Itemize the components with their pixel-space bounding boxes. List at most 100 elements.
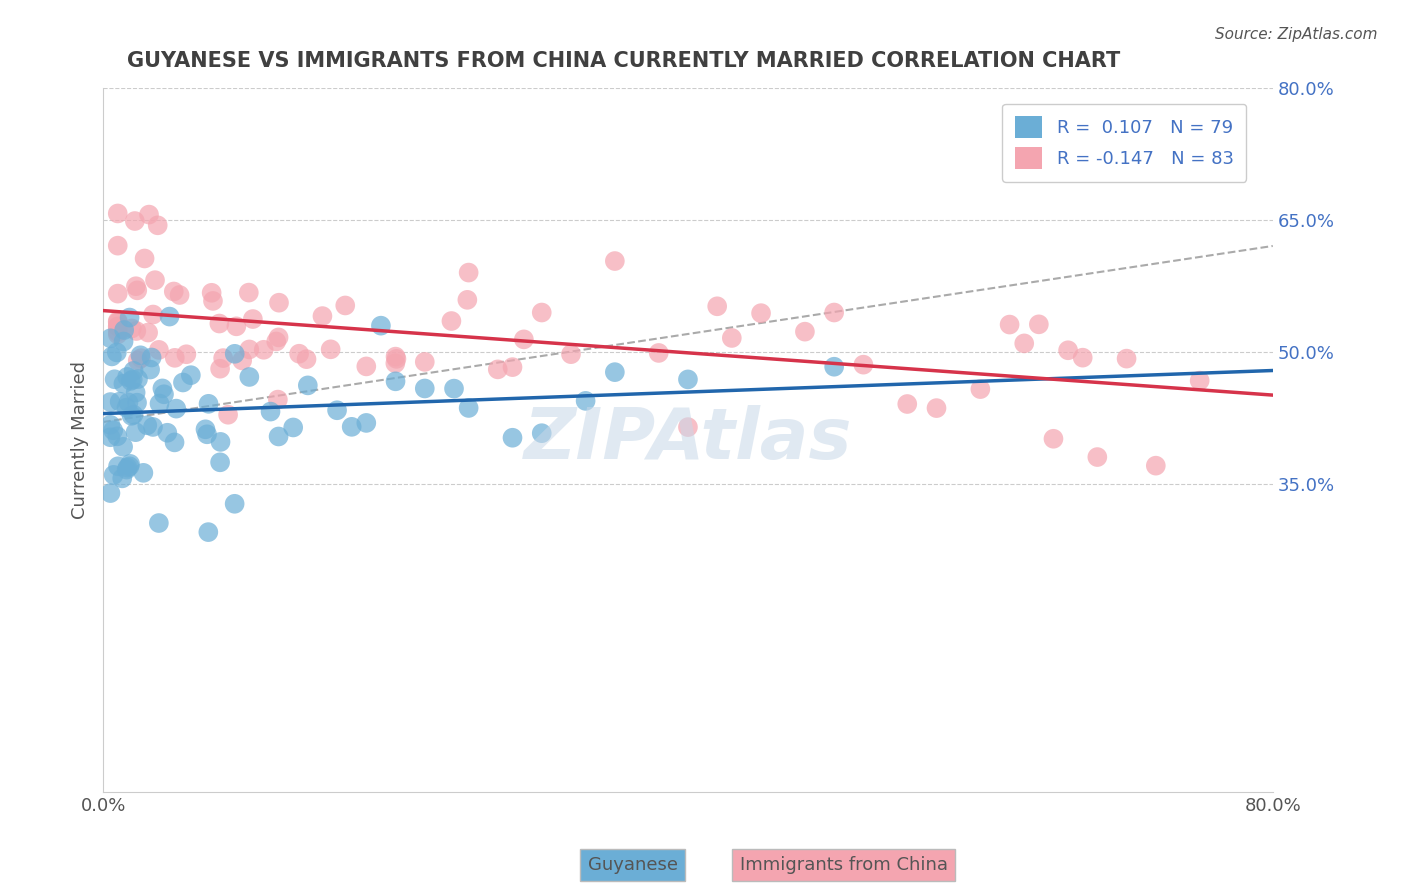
Guyanese bbox=[194, 422, 217, 436]
Immigrants from China bbox=[267, 392, 290, 407]
Immigrants from China bbox=[749, 306, 772, 320]
Immigrants from China bbox=[486, 362, 509, 376]
Immigrants from China bbox=[969, 382, 991, 396]
Guyanese bbox=[148, 396, 170, 410]
Immigrants from China bbox=[385, 351, 408, 366]
Guyanese bbox=[100, 486, 122, 500]
Guyanese bbox=[105, 429, 128, 443]
Immigrants from China bbox=[852, 358, 875, 372]
Immigrants from China bbox=[502, 360, 524, 375]
Immigrants from China bbox=[134, 252, 156, 266]
Immigrants from China bbox=[513, 332, 536, 346]
Immigrants from China bbox=[129, 351, 152, 366]
Guyanese bbox=[118, 459, 141, 474]
Immigrants from China bbox=[253, 343, 276, 357]
Text: ZIPAtlas: ZIPAtlas bbox=[523, 405, 852, 475]
Guyanese bbox=[129, 348, 152, 362]
Immigrants from China bbox=[1057, 343, 1080, 358]
Guyanese bbox=[224, 497, 246, 511]
Guyanese bbox=[118, 310, 141, 325]
Immigrants from China bbox=[107, 319, 129, 334]
Guyanese bbox=[101, 350, 124, 364]
Guyanese bbox=[100, 331, 122, 345]
Text: Guyanese: Guyanese bbox=[588, 856, 678, 874]
Immigrants from China bbox=[267, 330, 290, 344]
Guyanese bbox=[326, 403, 349, 417]
Guyanese bbox=[121, 372, 143, 386]
Immigrants from China bbox=[823, 305, 845, 319]
Guyanese bbox=[575, 393, 598, 408]
Immigrants from China bbox=[925, 401, 948, 416]
Immigrants from China bbox=[356, 359, 378, 374]
Guyanese bbox=[103, 423, 125, 437]
Immigrants from China bbox=[201, 285, 224, 300]
Guyanese bbox=[111, 471, 134, 485]
Immigrants from China bbox=[457, 266, 479, 280]
Guyanese bbox=[100, 430, 122, 444]
Immigrants from China bbox=[107, 206, 129, 220]
Immigrants from China bbox=[124, 214, 146, 228]
Text: Immigrants from China: Immigrants from China bbox=[740, 856, 948, 874]
Guyanese bbox=[163, 435, 186, 450]
Immigrants from China bbox=[125, 279, 148, 293]
Immigrants from China bbox=[146, 219, 169, 233]
Guyanese bbox=[105, 345, 128, 359]
Guyanese bbox=[384, 374, 406, 388]
Immigrants from China bbox=[107, 319, 129, 334]
Guyanese bbox=[238, 370, 260, 384]
Immigrants from China bbox=[319, 343, 342, 357]
Immigrants from China bbox=[1188, 374, 1211, 388]
Guyanese bbox=[197, 397, 219, 411]
Immigrants from China bbox=[142, 308, 165, 322]
Guyanese bbox=[112, 323, 135, 337]
Guyanese bbox=[165, 401, 187, 416]
Immigrants from China bbox=[1115, 351, 1137, 366]
Immigrants from China bbox=[107, 327, 129, 342]
Guyanese bbox=[125, 395, 148, 409]
Immigrants from China bbox=[107, 325, 129, 339]
Immigrants from China bbox=[456, 293, 478, 307]
Immigrants from China bbox=[225, 319, 247, 334]
Guyanese bbox=[530, 426, 553, 441]
Guyanese bbox=[297, 378, 319, 392]
Immigrants from China bbox=[217, 408, 239, 422]
Guyanese bbox=[823, 359, 845, 374]
Guyanese bbox=[148, 516, 170, 530]
Immigrants from China bbox=[143, 273, 166, 287]
Guyanese bbox=[141, 351, 163, 365]
Guyanese bbox=[356, 416, 378, 430]
Guyanese bbox=[112, 334, 135, 349]
Guyanese bbox=[180, 368, 202, 383]
Text: Source: ZipAtlas.com: Source: ZipAtlas.com bbox=[1215, 27, 1378, 42]
Immigrants from China bbox=[1012, 336, 1035, 351]
Guyanese bbox=[413, 381, 436, 395]
Immigrants from China bbox=[384, 350, 406, 364]
Immigrants from China bbox=[560, 347, 582, 361]
Immigrants from China bbox=[107, 315, 129, 329]
Guyanese bbox=[124, 425, 146, 439]
Immigrants from China bbox=[127, 353, 149, 368]
Guyanese bbox=[100, 395, 122, 409]
Immigrants from China bbox=[998, 318, 1021, 332]
Immigrants from China bbox=[384, 356, 406, 370]
Immigrants from China bbox=[169, 288, 191, 302]
Guyanese bbox=[603, 365, 626, 379]
Guyanese bbox=[152, 381, 174, 395]
Immigrants from China bbox=[896, 397, 918, 411]
Immigrants from China bbox=[208, 317, 231, 331]
Guyanese bbox=[122, 408, 145, 422]
Guyanese bbox=[100, 417, 122, 432]
Immigrants from China bbox=[1085, 450, 1108, 464]
Guyanese bbox=[340, 420, 363, 434]
Immigrants from China bbox=[288, 347, 311, 361]
Immigrants from China bbox=[647, 346, 669, 360]
Immigrants from China bbox=[530, 305, 553, 319]
Immigrants from China bbox=[720, 331, 742, 345]
Immigrants from China bbox=[125, 324, 148, 338]
Immigrants from China bbox=[1042, 432, 1064, 446]
Immigrants from China bbox=[209, 361, 232, 376]
Immigrants from China bbox=[163, 285, 186, 299]
Immigrants from China bbox=[136, 326, 159, 340]
Immigrants from China bbox=[121, 321, 143, 335]
Guyanese bbox=[122, 364, 145, 378]
